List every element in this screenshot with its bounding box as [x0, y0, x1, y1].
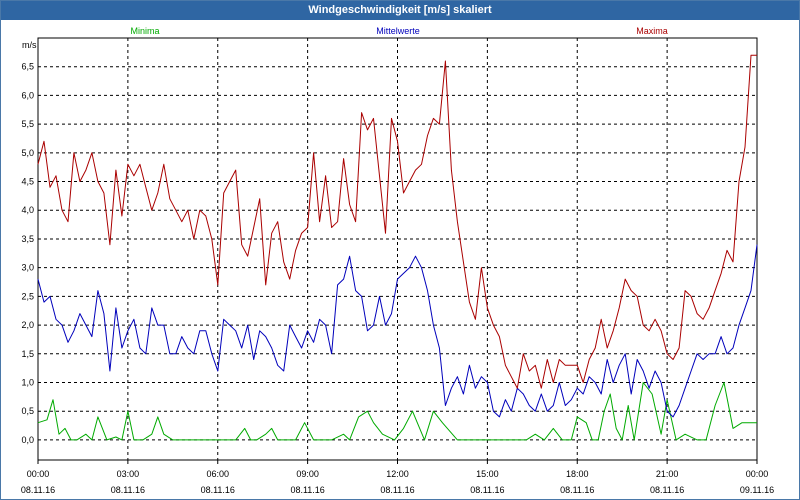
- y-tick-label: 0,5: [21, 406, 34, 416]
- y-tick-label: 6,0: [21, 90, 34, 100]
- x-tick-date: 08.11.16: [380, 485, 414, 495]
- y-tick-label: 3,0: [21, 263, 34, 273]
- series-line-max: [37, 54, 757, 389]
- x-tick-date: 09.11.16: [740, 485, 774, 495]
- x-tick-time: 18:00: [566, 469, 589, 479]
- y-tick-label: 1,5: [21, 349, 34, 359]
- x-tick-date: 08.11.16: [470, 485, 504, 495]
- y-tick-label: 1,0: [21, 377, 34, 387]
- series-line-min: [37, 382, 757, 441]
- y-axis-label: m/s: [22, 40, 37, 50]
- legend-entry-min: Minima: [130, 26, 159, 36]
- x-tick-date: 08.11.16: [290, 485, 324, 495]
- legend-entry-mean: Mittelwerte: [376, 26, 420, 36]
- y-tick-label: 4,0: [21, 205, 34, 215]
- y-tick-label: 6,5: [21, 62, 34, 72]
- grid-lines: [38, 38, 757, 460]
- y-tick-label: 3,5: [21, 234, 34, 244]
- x-tick-time: 15:00: [476, 469, 499, 479]
- x-tick-time: 12:00: [386, 469, 409, 479]
- x-tick-date: 08.11.16: [111, 485, 145, 495]
- chart-title: Windgeschwindigkeit [m/s] skaliert: [1, 1, 799, 20]
- y-tick-label: 0,0: [21, 435, 34, 445]
- x-tick-labels: 00:00 08.11.16 03:00 08.11.16 06:00 08.11.16 0…: [21, 460, 774, 495]
- x-tick-date: 08.11.16: [21, 485, 55, 495]
- x-tick-time: 00:00: [27, 469, 50, 479]
- x-tick-time: 00:00: [746, 469, 769, 479]
- x-tick-time: 21:00: [656, 469, 679, 479]
- y-tick-label: 2,0: [21, 320, 34, 330]
- x-tick-date: 08.11.16: [201, 485, 235, 495]
- x-tick-time: 06:00: [206, 469, 229, 479]
- series-lines: [37, 54, 758, 441]
- y-tick-label: 4,5: [21, 177, 34, 187]
- y-tick-labels: 0,0 0,5 1,0 1,5 2,0 2,5 3,0 3,5 4,0 4,5 5,0 5,5 6,0 6…: [21, 62, 34, 445]
- x-tick-time: 03:00: [117, 469, 140, 479]
- y-tick-label: 2,5: [21, 291, 34, 301]
- x-tick-time: 09:00: [296, 469, 319, 479]
- legend-entry-max: Maxima: [636, 26, 668, 36]
- y-tick-label: 5,0: [21, 148, 34, 158]
- x-tick-date: 08.11.16: [650, 485, 684, 495]
- series-line-mean: [37, 244, 758, 418]
- legend: Minima Mittelwerte Maxima: [130, 26, 667, 36]
- x-tick-date: 08.11.16: [560, 485, 594, 495]
- y-tick-label: 5,5: [21, 119, 34, 129]
